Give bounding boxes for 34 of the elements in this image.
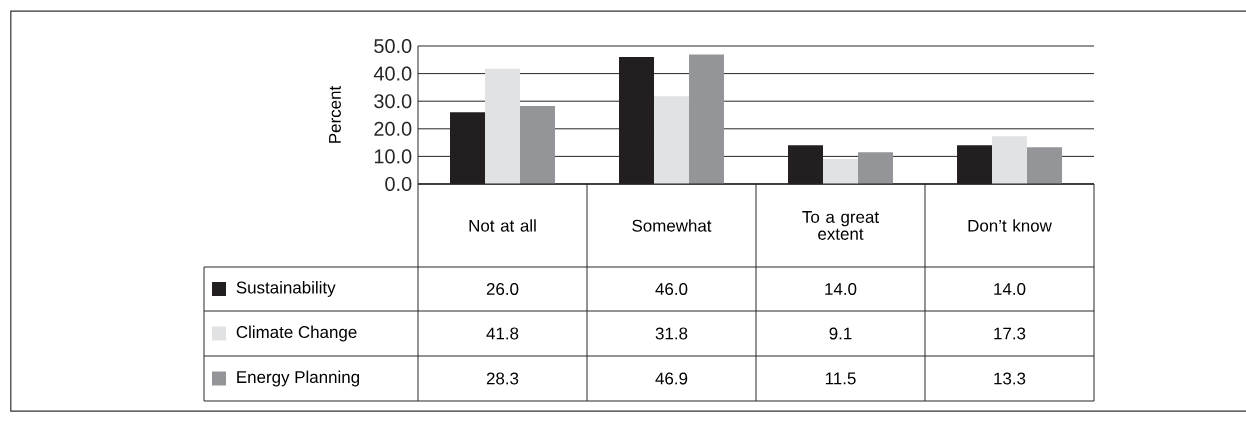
data-label: 17.3: [994, 327, 1026, 340]
legend-label: Climate Change: [236, 325, 357, 342]
y-tick-label: 0.0: [385, 176, 412, 192]
bar: [1027, 147, 1063, 184]
x-tick-label: Somewhat: [632, 219, 712, 232]
x-tick-label: Don’t know: [968, 219, 1052, 232]
bar: [823, 158, 859, 184]
data-label: 26.0: [486, 283, 519, 295]
data-label: 28.3: [486, 372, 519, 385]
x-tick-label: To a great extent: [802, 211, 879, 240]
bar: [654, 96, 690, 184]
x-tick-label: Not at all: [469, 219, 536, 232]
bar: [992, 136, 1028, 184]
data-label: 9.1: [829, 327, 852, 340]
y-axis-title: Percent: [329, 85, 341, 143]
data-label: 14.0: [994, 283, 1026, 295]
data-label: 46.9: [655, 372, 688, 385]
data-label: 13.3: [994, 372, 1026, 385]
bar: [520, 105, 556, 184]
y-tick-label: 30.0: [374, 94, 412, 109]
data-label: 14.0: [825, 283, 857, 295]
data-label: 46.0: [655, 283, 688, 295]
legend-label: Energy Planning: [237, 370, 360, 387]
data-label: 41.8: [486, 327, 519, 340]
bar: [689, 54, 725, 184]
bar: [485, 68, 521, 184]
y-tick-label: 40.0: [373, 66, 412, 81]
y-tick-label: 10.0: [374, 149, 412, 164]
legend-label: Sustainability: [236, 281, 336, 297]
y-tick-label: 20.0: [374, 121, 412, 136]
data-label: 31.8: [655, 327, 688, 340]
data-label: 11.5: [825, 372, 856, 385]
y-tick-label: 50.0: [374, 38, 412, 54]
bar: [858, 152, 894, 184]
